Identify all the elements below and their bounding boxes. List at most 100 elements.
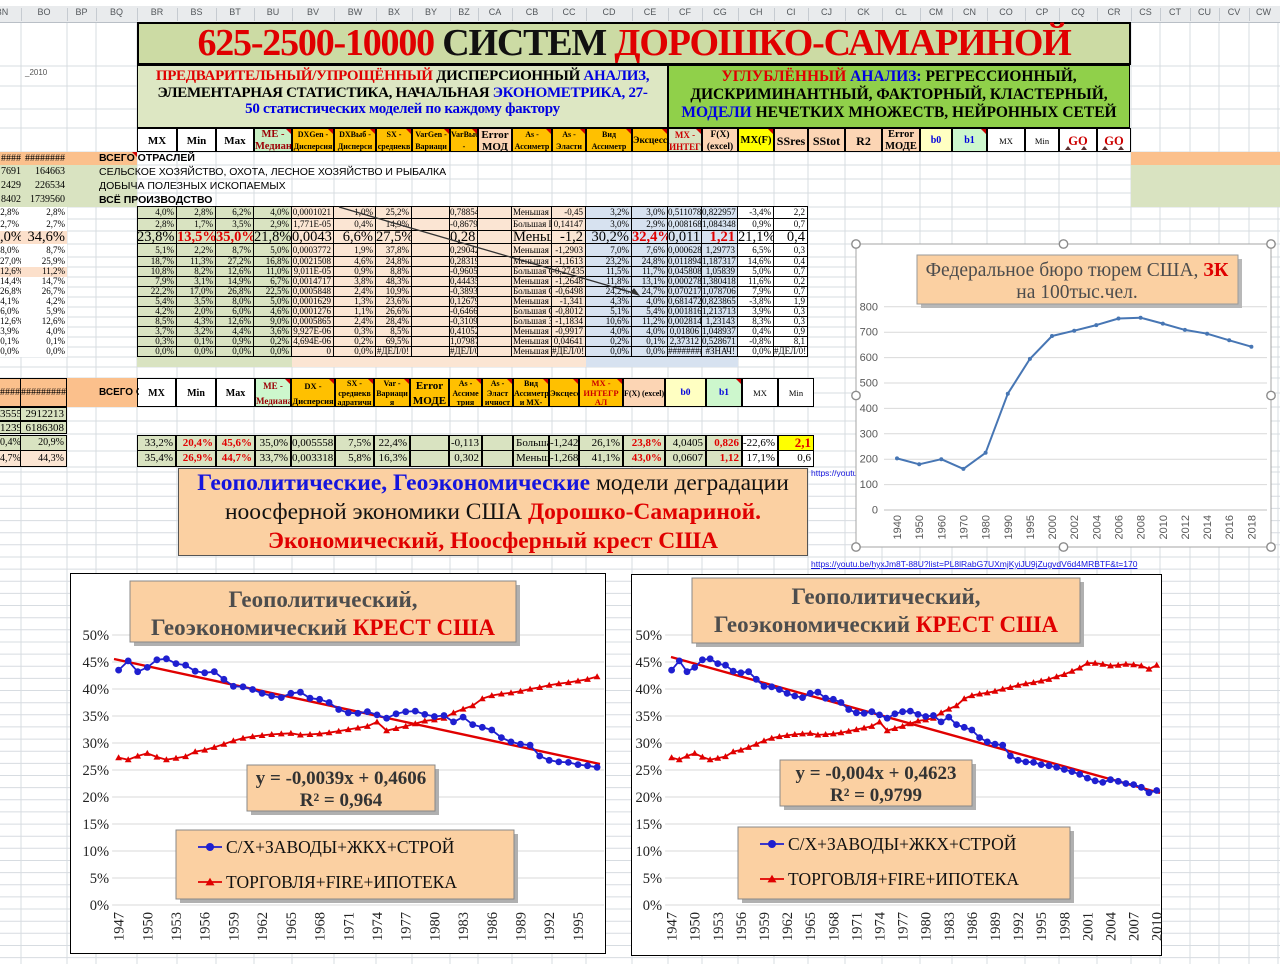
svg-text:1983: 1983 (942, 912, 958, 941)
svg-text:1971: 1971 (849, 912, 865, 941)
svg-text:2002: 2002 (1069, 515, 1081, 539)
svg-text:1953: 1953 (169, 912, 185, 941)
svg-text:400: 400 (860, 403, 878, 415)
svg-text:500: 500 (860, 378, 878, 390)
svg-text:1995: 1995 (1034, 912, 1050, 941)
svg-text:ТОРГОВЛЯ+FIRE+ИПОТЕКА: ТОРГОВЛЯ+FIRE+ИПОТЕКА (226, 872, 457, 892)
svg-text:1968: 1968 (826, 912, 842, 941)
svg-text:1956: 1956 (734, 912, 750, 941)
svg-text:1956: 1956 (198, 912, 214, 941)
svg-text:1962: 1962 (780, 912, 796, 941)
svg-text:1974: 1974 (370, 911, 386, 941)
svg-text:1962: 1962 (255, 912, 271, 941)
svg-text:2006: 2006 (1114, 515, 1126, 539)
svg-text:2010: 2010 (1158, 515, 1170, 539)
svg-text:2007: 2007 (1127, 912, 1143, 941)
svg-text:20%: 20% (83, 790, 110, 806)
svg-text:2008: 2008 (1136, 515, 1148, 539)
svg-text:1968: 1968 (313, 912, 329, 941)
svg-text:2004: 2004 (1104, 911, 1120, 941)
svg-text:1950: 1950 (688, 912, 704, 941)
svg-text:1977: 1977 (399, 912, 415, 941)
svg-text:1947: 1947 (665, 912, 681, 941)
svg-text:1959: 1959 (757, 912, 773, 941)
svg-text:2016: 2016 (1224, 515, 1236, 539)
svg-text:45%: 45% (636, 655, 663, 671)
svg-text:1965: 1965 (803, 912, 819, 941)
svg-text:30%: 30% (83, 736, 110, 752)
svg-text:40%: 40% (636, 682, 663, 698)
svg-text:20%: 20% (636, 790, 663, 806)
svg-text:Геополитический,: Геополитический, (792, 584, 981, 609)
svg-text:1971: 1971 (341, 912, 357, 941)
svg-text:R² = 0,9799: R² = 0,9799 (830, 785, 922, 806)
svg-text:35%: 35% (83, 709, 110, 725)
svg-text:R² = 0,964: R² = 0,964 (300, 790, 383, 811)
svg-text:1995: 1995 (1025, 515, 1037, 539)
svg-text:Федеральное бюро тюрем США, ЗК: Федеральное бюро тюрем США, ЗК (926, 259, 1229, 281)
svg-text:50%: 50% (83, 628, 110, 644)
svg-text:2004: 2004 (1091, 515, 1103, 539)
svg-text:2000: 2000 (1047, 515, 1059, 539)
svg-text:40%: 40% (83, 682, 110, 698)
svg-text:1992: 1992 (542, 912, 558, 941)
svg-text:300: 300 (860, 428, 878, 440)
svg-text:2014: 2014 (1202, 515, 1214, 539)
svg-text:2012: 2012 (1180, 515, 1192, 539)
svg-text:Геоэкономический КРЕСТ США: Геоэкономический КРЕСТ США (151, 615, 495, 640)
svg-text:15%: 15% (636, 817, 663, 833)
svg-text:15%: 15% (83, 817, 110, 833)
svg-text:35%: 35% (636, 709, 663, 725)
svg-text:1953: 1953 (711, 912, 727, 941)
svg-text:10%: 10% (636, 844, 663, 860)
svg-text:С/Х+ЗАВОДЫ+ЖКХ+СТРОЙ: С/Х+ЗАВОДЫ+ЖКХ+СТРОЙ (788, 834, 1017, 854)
svg-text:0%: 0% (90, 898, 109, 914)
svg-text:С/Х+ЗАВОДЫ+ЖКХ+СТРОЙ: С/Х+ЗАВОДЫ+ЖКХ+СТРОЙ (226, 837, 455, 857)
svg-text:0%: 0% (643, 898, 662, 914)
svg-text:25%: 25% (83, 763, 110, 779)
svg-text:1950: 1950 (914, 515, 926, 539)
svg-text:на 100тыс.чел.: на 100тыс.чел. (1016, 282, 1137, 303)
svg-text:5%: 5% (643, 871, 662, 887)
svg-text:Геоэкономический КРЕСТ США: Геоэкономический КРЕСТ США (714, 612, 1058, 637)
svg-text:50%: 50% (636, 628, 663, 644)
svg-text:1980: 1980 (981, 515, 993, 539)
svg-text:ТОРГОВЛЯ+FIRE+ИПОТЕКА: ТОРГОВЛЯ+FIRE+ИПОТЕКА (788, 869, 1019, 889)
svg-text:1977: 1977 (896, 912, 912, 941)
svg-text:1960: 1960 (936, 515, 948, 539)
svg-text:1980: 1980 (427, 912, 443, 941)
svg-text:1986: 1986 (965, 912, 981, 941)
svg-text:200: 200 (860, 454, 878, 466)
svg-text:1950: 1950 (140, 912, 156, 941)
svg-text:1970: 1970 (958, 515, 970, 539)
svg-text:1990: 1990 (1003, 515, 1015, 539)
svg-text:10%: 10% (83, 844, 110, 860)
svg-text:30%: 30% (636, 736, 663, 752)
svg-text:1947: 1947 (112, 912, 128, 941)
svg-text:45%: 45% (83, 655, 110, 671)
svg-text:5%: 5% (90, 871, 109, 887)
svg-text:700: 700 (860, 327, 878, 339)
svg-text:2010: 2010 (1150, 912, 1162, 941)
svg-text:1959: 1959 (226, 912, 242, 941)
svg-text:2018: 2018 (1246, 515, 1258, 539)
svg-text:1986: 1986 (485, 912, 501, 941)
svg-text:1989: 1989 (514, 912, 530, 941)
svg-text:1989: 1989 (988, 912, 1004, 941)
svg-text:100: 100 (860, 479, 878, 491)
svg-text:0: 0 (872, 505, 878, 517)
svg-text:2001: 2001 (1080, 912, 1096, 941)
svg-text:Геополитический,: Геополитический, (229, 587, 418, 612)
svg-text:1983: 1983 (456, 912, 472, 941)
svg-text:1998: 1998 (1057, 912, 1073, 941)
svg-text:1992: 1992 (1011, 912, 1027, 941)
svg-text:1995: 1995 (571, 912, 587, 941)
svg-text:1965: 1965 (284, 912, 300, 941)
svg-text:y = -0,0039x + 0,4606: y = -0,0039x + 0,4606 (256, 768, 426, 789)
svg-text:1940: 1940 (892, 515, 904, 539)
svg-text:25%: 25% (636, 763, 663, 779)
svg-text:800: 800 (860, 301, 878, 313)
svg-text:1980: 1980 (919, 912, 935, 941)
svg-text:1974: 1974 (873, 911, 889, 941)
svg-text:600: 600 (860, 352, 878, 364)
